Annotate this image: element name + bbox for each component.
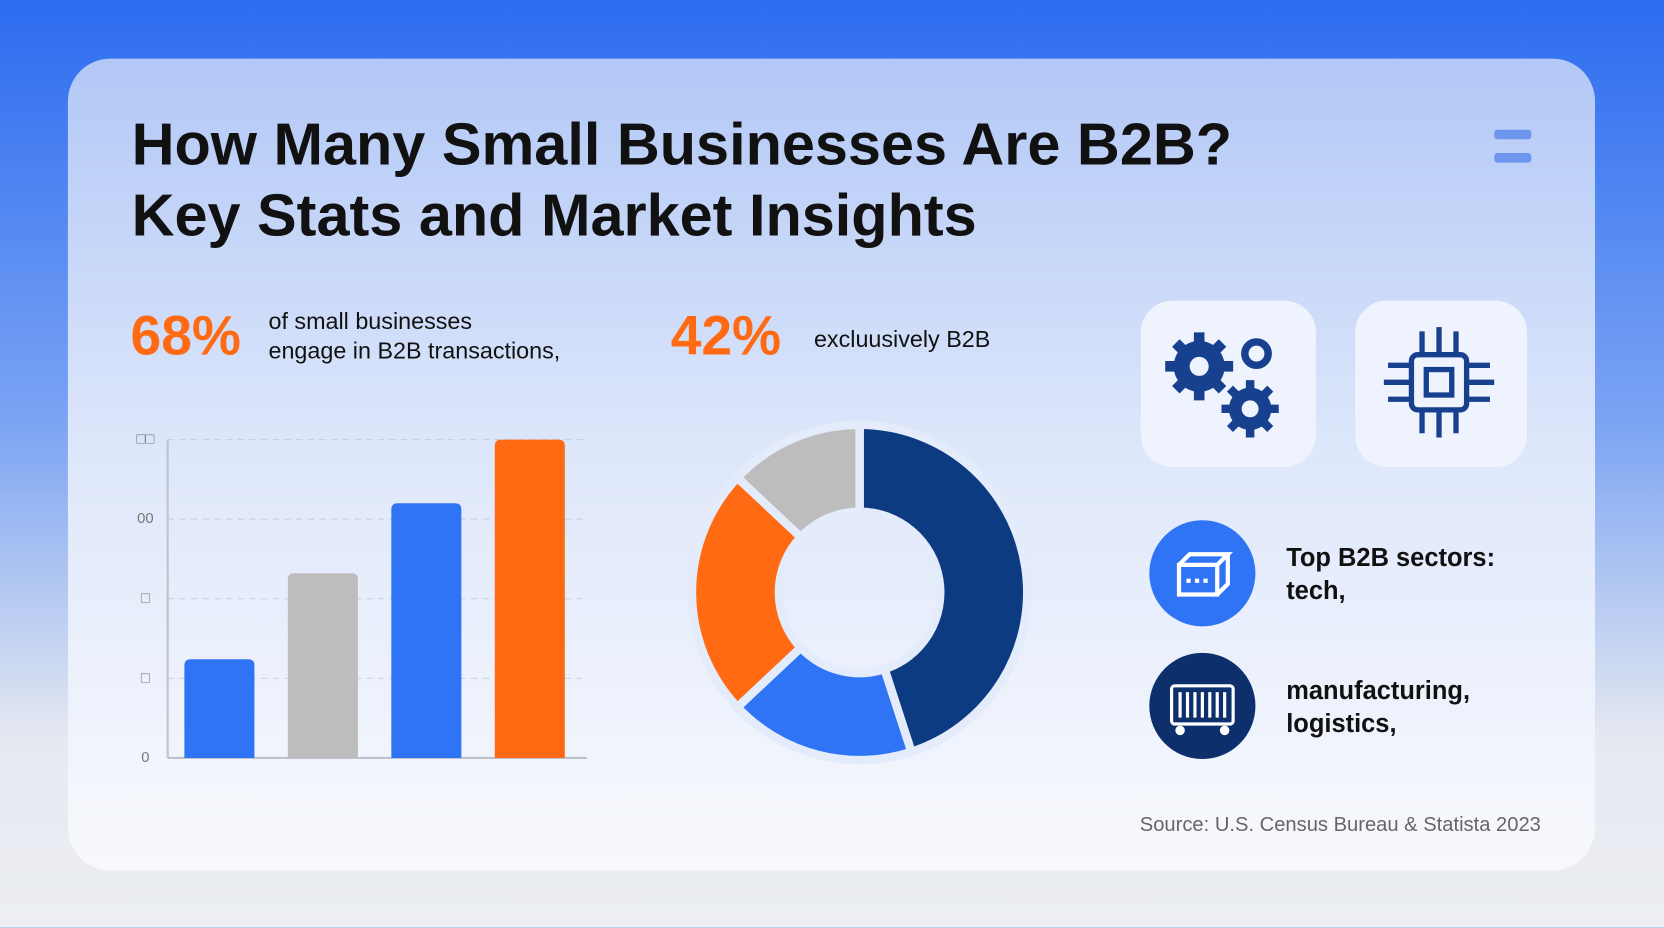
icon-tile (1140, 300, 1316, 468)
chip-icon (1383, 327, 1495, 438)
barcode-icon (1170, 684, 1235, 736)
sector-text: manufacturing, (1286, 677, 1470, 705)
pie-slice (687, 471, 807, 714)
y-tick-label: 0 (141, 750, 149, 766)
bar (494, 439, 565, 758)
stat-value: 68% (131, 304, 241, 366)
sector-text: Top B2B sectors: (1286, 544, 1495, 572)
menu-icon[interactable] (1494, 129, 1532, 140)
title: Key Stats and Market Insights (132, 182, 977, 249)
y-tick-label: □ (141, 591, 150, 607)
pie-slice (855, 420, 1032, 758)
bar (391, 503, 462, 758)
box-icon (1176, 552, 1233, 597)
sector-text: tech, (1286, 577, 1345, 605)
icon-tile (1355, 300, 1528, 468)
menu-icon[interactable] (1494, 153, 1532, 163)
stat-value: 42% (671, 304, 781, 366)
pie-slice (731, 641, 917, 765)
pie-slice (731, 420, 864, 544)
title: How Many Small Businesses Are B2B? (132, 111, 1232, 178)
y-tick-label: □ (141, 670, 150, 686)
bar (184, 659, 255, 758)
stat-text: excluusively B2B (814, 326, 990, 352)
bar (287, 573, 358, 758)
stat-text: of small businesses (268, 308, 472, 334)
gears-icon (1165, 332, 1279, 438)
y-tick-label: □□ (136, 432, 154, 448)
sector-icon (1149, 520, 1256, 627)
source: Source: U.S. Census Bureau & Statista 20… (1140, 814, 1541, 836)
y-tick-label: 00 (137, 511, 154, 527)
stat-text: engage in B2B transactions, (268, 338, 560, 364)
sector-text: logistics, (1286, 710, 1396, 738)
